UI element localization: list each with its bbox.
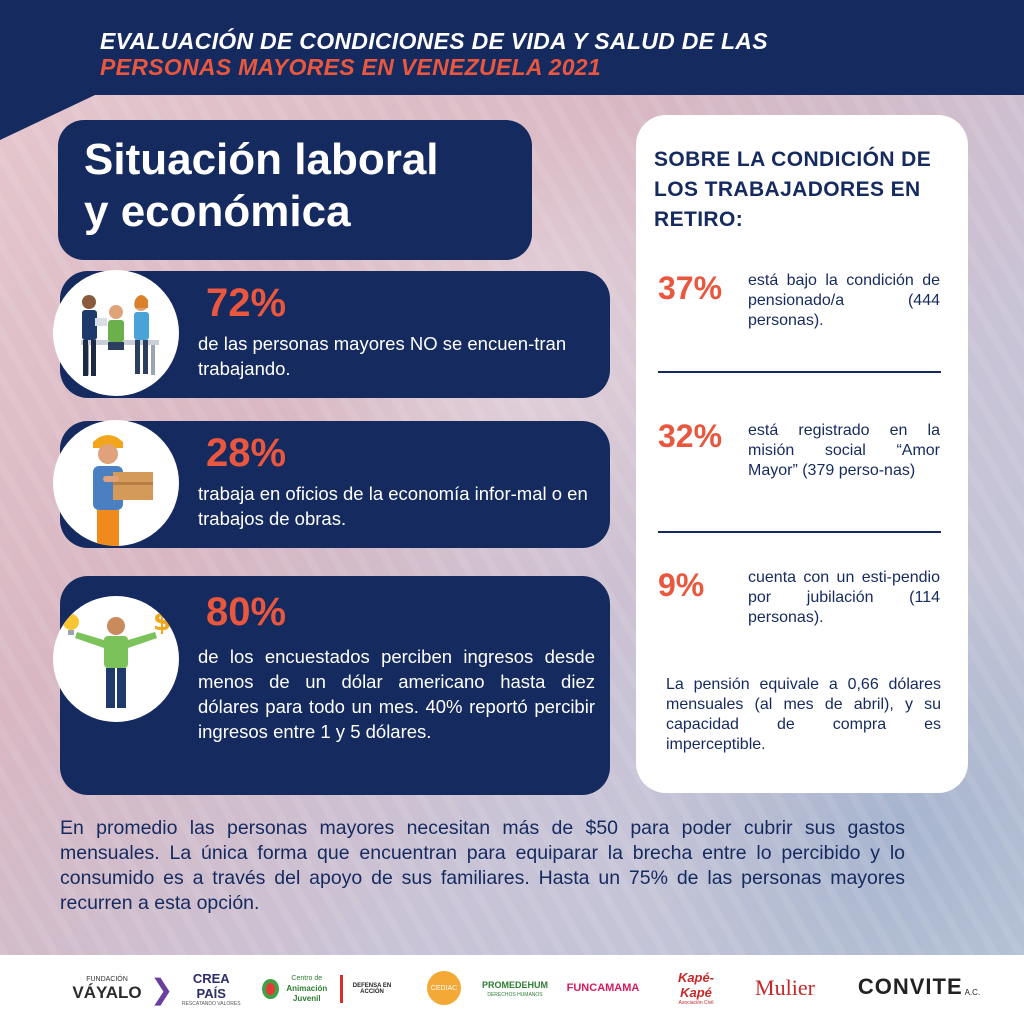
section-title: Situación laboral y económica [84, 134, 524, 238]
stat-percent: 80% [206, 590, 287, 634]
logo-name: VÁYALO [72, 982, 142, 1002]
logo-name: CONVITE [857, 974, 963, 999]
retirement-title: SOBRE LA CONDICIÓN DE LOS TRABAJADORES E… [654, 148, 932, 231]
sponsor-footer: FUNDACIÓN VÁYALO ❯ CREA PAÍS RESCATANDO … [0, 955, 1024, 1024]
section-title-line1: Situación laboral [84, 135, 439, 184]
retirement-panel: SOBRE LA CONDICIÓN DE LOS TRABAJADORES E… [636, 115, 968, 793]
logo-vayalo: FUNDACIÓN VÁYALO [72, 965, 142, 1013]
logo-promedehum: PROMEDEHUM DERECHOS HUMANOS [482, 967, 548, 1013]
logo-kape-kape: Kapé-Kapé Asociación Civil [663, 967, 729, 1009]
retirement-percent: 9% [658, 567, 705, 603]
crea-pais-mark-icon: ❯ [150, 973, 174, 1005]
logo-sub: FUNDACIÓN [86, 975, 128, 983]
header-banner: EVALUACIÓN DE CONDICIONES DE VIDA Y SALU… [0, 0, 1024, 95]
logo-name: Animación Juvenil [286, 984, 328, 1003]
logo-animacion-juvenil: Centro de Animación Juvenil [262, 969, 332, 1009]
logo-sub: A.C. [964, 987, 981, 997]
office-workers-icon [53, 270, 179, 396]
section-title-box: Situación laboral y económica [58, 120, 532, 260]
stat-description: de los encuestados perciben ingresos des… [198, 646, 595, 742]
logo-defensa-en-accion: DEFENSA EN ACCIÓN [340, 975, 398, 1003]
stat-percent: 72% [206, 281, 287, 325]
logo-name: CEDIAC [427, 971, 461, 1005]
retirement-text: está bajo la condición de pensionado/a (… [748, 272, 940, 329]
retirement-percent: 32% [658, 418, 723, 454]
logo-name: PROMEDEHUM [482, 980, 549, 990]
logo-funcamama: FUNCAMAMA [566, 982, 640, 994]
logo-crea-pais: ❯ CREA PAÍS RESCATANDO VALORES [150, 967, 245, 1011]
retirement-text: está registrado en la misión social “Amo… [748, 422, 940, 479]
divider [658, 371, 941, 373]
retirement-text: cuenta con un esti-pendio por jubilación… [748, 569, 940, 626]
retirement-percent: 37% [658, 270, 723, 306]
delivery-worker-icon [53, 420, 179, 546]
summary-paragraph: En promedio las personas mayores necesit… [60, 817, 905, 914]
stat-description: trabaja en oficios de la economía infor-… [198, 483, 588, 529]
person-balancing-money-icon: $ [53, 596, 179, 722]
stat-description: de las personas mayores NO se encuen-tra… [198, 333, 567, 379]
animacion-juvenil-mark-icon [262, 979, 279, 999]
pension-note: La pensión equivale a 0,66 dólares mensu… [666, 676, 941, 753]
header-title-line1: EVALUACIÓN DE CONDICIONES DE VIDA Y SALU… [100, 28, 768, 54]
logo-sub: Centro de [291, 975, 323, 982]
logo-name: CREA PAÍS [192, 971, 230, 1001]
logo-sub: Asociación Civil [678, 1000, 714, 1006]
logo-cediac: CEDIAC [418, 963, 470, 1013]
logo-convite: CONVITE A.C. [857, 963, 981, 1011]
stat-percent: 28% [206, 431, 287, 475]
logo-sub: RESCATANDO VALORES [181, 1001, 241, 1007]
header-title-line2: PERSONAS MAYORES EN VENEZUELA 2021 [100, 54, 601, 80]
logo-sub: DERECHOS HUMANOS [487, 992, 543, 998]
logo-name: Kapé-Kapé [677, 970, 715, 1000]
logo-mulier: Mulier [755, 975, 815, 1000]
section-title-line2: y económica [84, 187, 351, 236]
divider [658, 531, 941, 533]
